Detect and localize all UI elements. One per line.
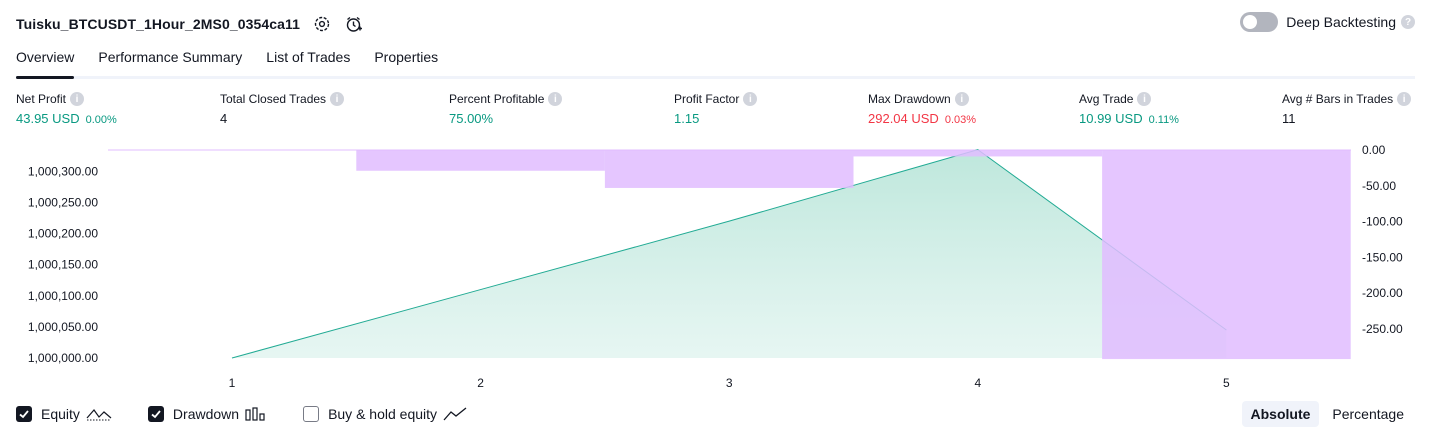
x-tick-label: 4 (974, 376, 981, 390)
info-icon[interactable]: i (1397, 92, 1412, 106)
add-alert-icon[interactable] (344, 14, 364, 34)
metric-label: Net Profit (16, 92, 67, 106)
info-icon[interactable]: i (954, 92, 969, 106)
metric-total-closed-trades: Total Closed Trades i 4 (220, 92, 345, 126)
info-icon[interactable]: i (743, 92, 758, 106)
metric-percent: 0.00% (85, 114, 117, 126)
settings-icon[interactable] (312, 14, 332, 34)
metric-percent: 0.11% (1148, 114, 1179, 126)
x-tick-label: 1 (229, 376, 236, 390)
display-mode-switch: Absolute Percentage (1238, 401, 1414, 427)
mode-percentage[interactable]: Percentage (1332, 406, 1404, 422)
metric-max-drawdown: Max Drawdown i 292.04 USD 0.03% (868, 92, 976, 126)
equity-tick-label: 1,000,050.00 (28, 320, 98, 334)
tab-performance-summary[interactable]: Performance Summary (98, 49, 243, 65)
equity-area (232, 149, 1227, 358)
metric-percent-profitable: Percent Profitable i 75.00% (449, 92, 563, 126)
metric-avg-trade: Avg Trade i 10.99 USD 0.11% (1079, 92, 1179, 126)
drawdown-tick-label: 0.00 (1362, 143, 1386, 157)
metrics-row: Net Profit i 43.95 USD 0.00% Total Closed … (16, 92, 1415, 132)
metric-net-profit: Net Profit i 43.95 USD 0.00% (16, 92, 117, 126)
legend-drawdown[interactable]: Drawdown (147, 406, 267, 422)
drawdown-tick-label: -200.00 (1362, 286, 1403, 300)
toggle-knob (1243, 15, 1258, 29)
equity-checkbox[interactable] (16, 406, 32, 422)
legend-label: Drawdown (172, 406, 240, 422)
drawdown-tick-label: -250.00 (1362, 322, 1403, 336)
deep-backtesting-toggle[interactable] (1240, 12, 1279, 32)
drawdown-bar (356, 150, 605, 171)
metric-value: 4 (220, 111, 228, 126)
metric-value: 1.15 (674, 111, 700, 126)
equity-line-icon (86, 406, 112, 422)
info-icon[interactable]: i (548, 92, 563, 106)
strategy-header: Tuisku_BTCUSDT_1Hour_2MS0_0354ca11 Deep … (16, 12, 1415, 36)
strategy-title: Tuisku_BTCUSDT_1Hour_2MS0_0354ca11 (16, 16, 301, 32)
mode-absolute[interactable]: Absolute (1241, 401, 1320, 427)
x-tick-label: 3 (726, 376, 733, 390)
drawdown-bar (604, 150, 854, 188)
legend-buy-hold-equity[interactable]: Buy & hold equity (303, 406, 467, 422)
metric-value: 43.95 USD (16, 111, 80, 126)
drawdown-tick-label: -150.00 (1362, 250, 1403, 264)
metric-label: Max Drawdown (868, 92, 951, 106)
drawdown-checkbox[interactable] (147, 406, 164, 422)
info-icon[interactable]: i (1137, 92, 1152, 106)
metric-value: 11 (1282, 111, 1296, 126)
tab-properties[interactable]: Properties (374, 49, 439, 65)
tab-list-of-trades[interactable]: List of Trades (266, 49, 351, 65)
equity-tick-label: 1,000,000.00 (28, 351, 98, 365)
deep-backtesting-label: Deep Backtesting (1286, 14, 1396, 30)
buy-hold-checkbox[interactable] (303, 406, 320, 422)
info-icon[interactable]: i (330, 92, 345, 106)
metric-label: Percent Profitable (449, 92, 545, 106)
metric-label: Total Closed Trades (220, 92, 327, 106)
metric-label: Avg Trade (1079, 92, 1134, 106)
tab-bar: Overview Performance Summary List of Tra… (16, 44, 1415, 79)
metric-label: Profit Factor (674, 92, 740, 106)
equity-tick-label: 1,000,250.00 (28, 196, 98, 210)
drawdown-tick-label: -50.00 (1362, 179, 1396, 193)
metric-value: 75.00% (449, 111, 494, 126)
tab-overview[interactable]: Overview (16, 44, 75, 79)
x-tick-label: 5 (1223, 376, 1230, 390)
metric-profit-factor: Profit Factor i 1.15 (674, 92, 758, 126)
equity-tick-label: 1,000,200.00 (28, 227, 98, 241)
legend-equity[interactable]: Equity (16, 406, 112, 422)
legend-label: Buy & hold equity (328, 406, 438, 422)
metric-percent: 0.03% (944, 114, 977, 126)
help-icon[interactable]: ? (1401, 15, 1415, 29)
legend-label: Equity (41, 406, 80, 422)
info-icon[interactable]: i (70, 92, 85, 106)
buy-hold-line-icon (443, 406, 467, 422)
equity-line (231, 149, 1227, 359)
metric-value: 10.99 USD (1079, 111, 1143, 126)
deep-backtesting: Deep Backtesting ? (1240, 12, 1415, 32)
equity-tick-label: 1,000,150.00 (28, 258, 98, 272)
metric-label: Avg # Bars in Trades (1282, 92, 1394, 106)
x-tick-label: 2 (477, 376, 484, 390)
metric-avg-bars-in-trades: Avg # Bars in Trades i 11 (1282, 92, 1412, 126)
drawdown-bar (1102, 150, 1351, 360)
equity-drawdown-chart[interactable]: 1,000,300.00 1,000,250.00 1,000,200.00 1,00… (0, 140, 1431, 395)
equity-tick-label: 1,000,300.00 (28, 164, 98, 178)
metric-value: 292.04 USD (868, 111, 939, 126)
drawdown-tick-label: -100.00 (1362, 215, 1403, 229)
equity-tick-label: 1,000,100.00 (28, 289, 98, 303)
drawdown-bar (853, 150, 1103, 157)
drawdown-bars-icon (245, 406, 267, 422)
chart-legend: Equity Drawdown Buy & hold equity (16, 403, 503, 425)
